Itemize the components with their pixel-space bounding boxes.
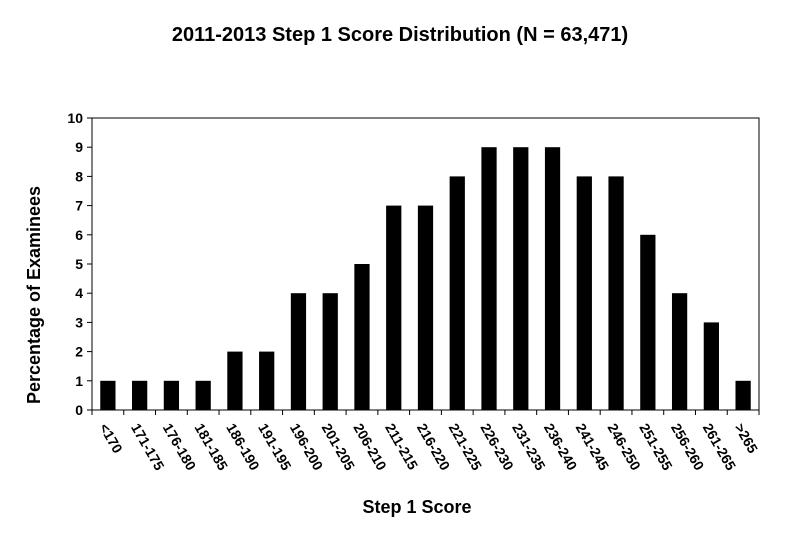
chart-title: 2011-2013 Step 1 Score Distribution (N =… [172,24,628,46]
bar [513,147,529,410]
y-tick-label: 4 [75,285,83,301]
bar [608,176,624,410]
y-tick-label: 2 [75,344,83,360]
bar [163,380,180,410]
x-axis: <170 171-175176-180181-185186-190191-1951… [91,410,762,473]
x-tick-label: >265 [732,421,762,456]
bar [449,176,465,410]
y-tick-label: 0 [75,402,83,418]
bar [386,205,402,410]
y-tick-label: 6 [75,227,83,243]
y-tick-label: 3 [75,314,83,330]
bar [227,351,243,410]
y-axis-title: Percentage of Examinees [24,186,44,404]
y-tick-label: 10 [67,110,83,126]
x-axis-title: Step 1 Score [362,497,471,517]
bar [671,293,688,410]
bar [290,293,307,410]
bar [640,234,656,410]
y-axis: 0 1 2 3 4 5 6 7 8 9 10 [67,110,92,418]
bar [703,322,719,410]
x-tick-label: <170 [96,421,126,456]
y-tick-label: 8 [75,168,83,184]
bar [576,176,592,410]
bar [322,293,338,410]
bar [417,205,434,410]
bar [259,351,275,410]
y-tick-label: 1 [75,373,83,389]
bar [100,380,116,410]
bar-series [100,147,751,410]
y-tick-label: 7 [75,198,83,214]
y-tick-label: 5 [75,256,83,272]
bar [735,380,751,410]
bar [544,147,561,410]
bar [195,380,211,410]
y-tick-label: 9 [75,139,83,155]
bar [354,264,370,410]
bar [132,380,148,410]
bar [481,147,497,410]
